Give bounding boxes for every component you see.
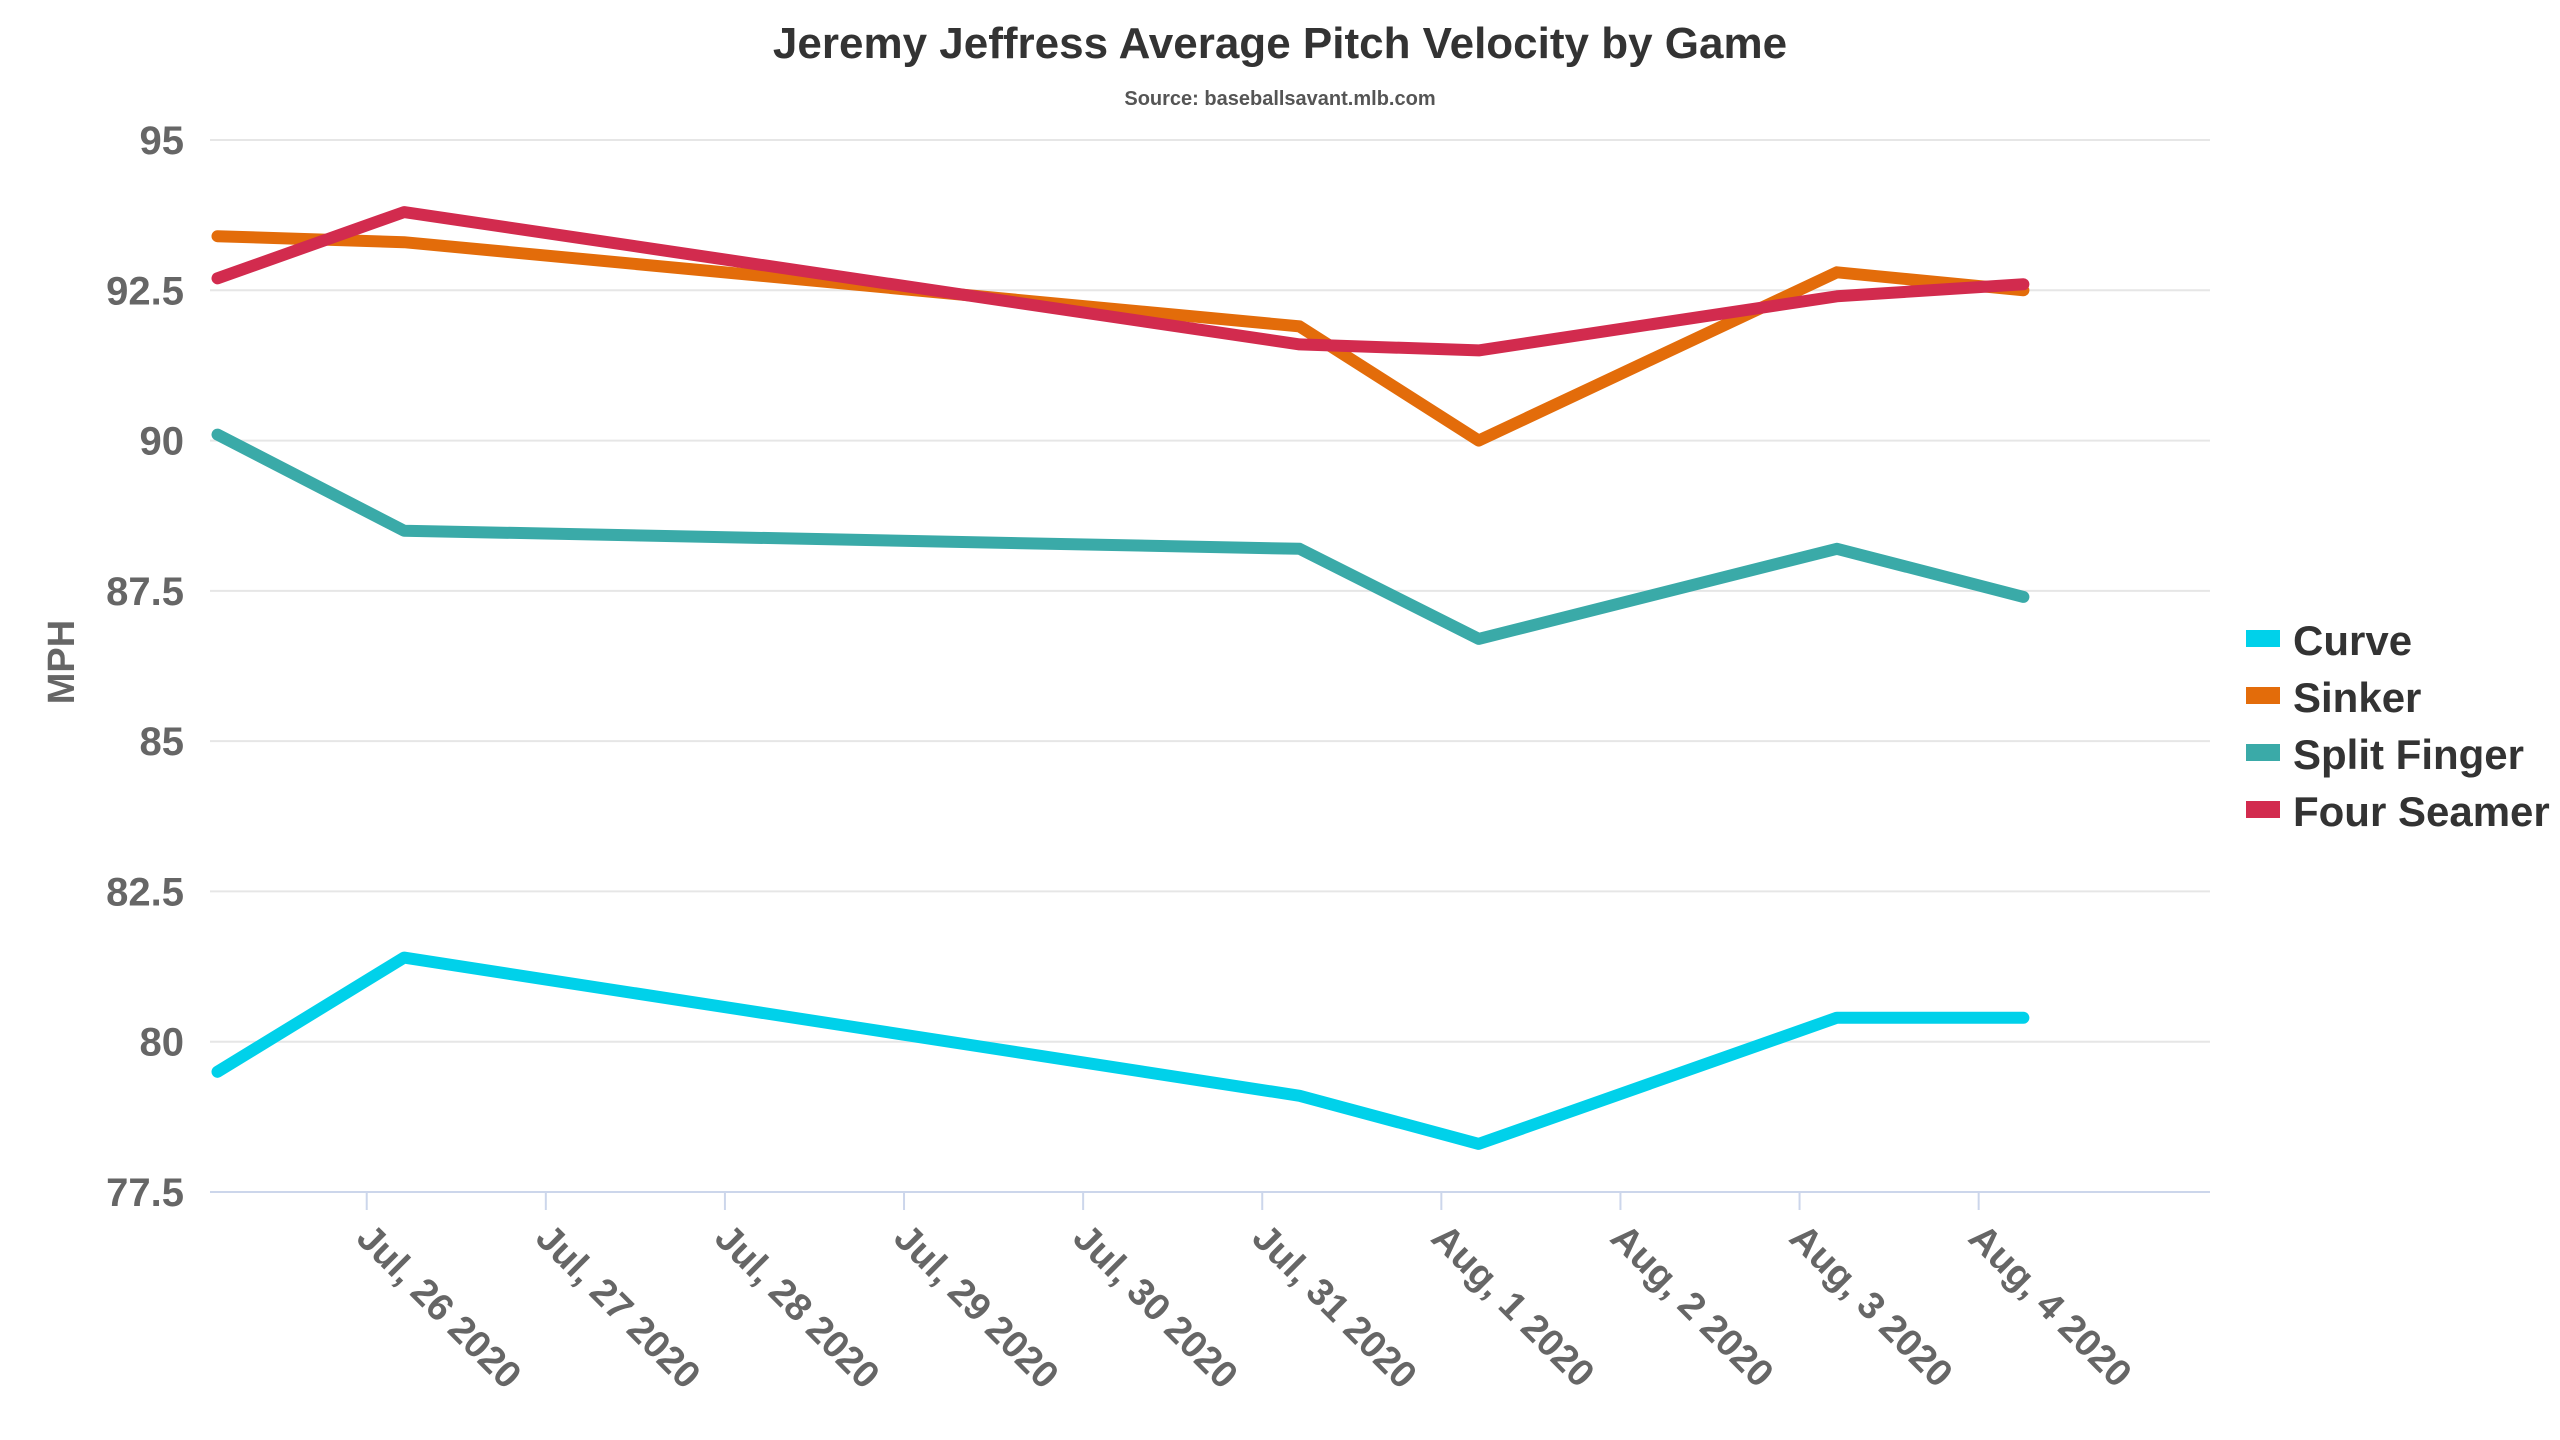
chart-subtitle: Source: baseballsavant.mlb.com xyxy=(1124,88,1435,110)
legend-label: Sinker xyxy=(2293,674,2421,721)
x-tick-label: Aug, 2 2020 xyxy=(1602,1217,1781,1396)
series-line-curve[interactable] xyxy=(211,951,2030,1150)
legend-item-four-seamer[interactable]: Four Seamer xyxy=(2246,788,2550,835)
series-line-sinker[interactable] xyxy=(211,230,2030,447)
y-tick-label: 77.5 xyxy=(106,1171,184,1215)
x-tick-label: Jul, 26 2020 xyxy=(348,1217,529,1398)
legend-swatch xyxy=(2246,687,2280,704)
y-tick-label: 90 xyxy=(140,420,185,464)
y-tick-label: 95 xyxy=(140,119,185,163)
x-tick-label: Jul, 29 2020 xyxy=(886,1217,1067,1398)
x-tick-label: Jul, 28 2020 xyxy=(707,1217,888,1398)
gridlines xyxy=(210,139,2210,1043)
legend-swatch xyxy=(2246,744,2280,761)
x-tick-label: Aug, 3 2020 xyxy=(1781,1217,1960,1396)
legend-swatch xyxy=(2246,630,2280,647)
y-axis-title: MPH xyxy=(41,620,83,704)
series-lines xyxy=(211,206,2030,1150)
y-tick-label: 80 xyxy=(140,1021,185,1065)
x-tick-label: Jul, 30 2020 xyxy=(1065,1217,1246,1398)
series-line-split-finger[interactable] xyxy=(211,428,2030,645)
y-tick-label: 92.5 xyxy=(106,269,184,313)
x-tick-label: Aug, 1 2020 xyxy=(1423,1217,1602,1396)
x-tick-label: Jul, 27 2020 xyxy=(527,1217,708,1398)
y-tick-label: 85 xyxy=(140,720,185,764)
legend[interactable]: Curve Sinker Split Finger Four Seamer xyxy=(2246,617,2550,835)
y-axis: 77.5 80 82.5 85 87.5 90 92.5 95 xyxy=(106,119,184,1215)
x-tick-label: Jul, 31 2020 xyxy=(1244,1217,1425,1398)
legend-swatch xyxy=(2246,801,2280,818)
legend-item-sinker[interactable]: Sinker xyxy=(2246,674,2421,721)
legend-label: Curve xyxy=(2293,617,2412,664)
legend-item-curve[interactable]: Curve xyxy=(2246,617,2412,664)
x-tick-label: Aug, 4 2020 xyxy=(1960,1217,2139,1396)
legend-item-split-finger[interactable]: Split Finger xyxy=(2246,731,2524,778)
chart-title: Jeremy Jeffress Average Pitch Velocity b… xyxy=(773,19,1787,68)
legend-label: Split Finger xyxy=(2293,731,2524,778)
y-tick-label: 82.5 xyxy=(106,870,184,914)
series-line-four-seamer[interactable] xyxy=(211,206,2030,357)
legend-label: Four Seamer xyxy=(2293,788,2550,835)
y-tick-label: 87.5 xyxy=(106,570,184,614)
